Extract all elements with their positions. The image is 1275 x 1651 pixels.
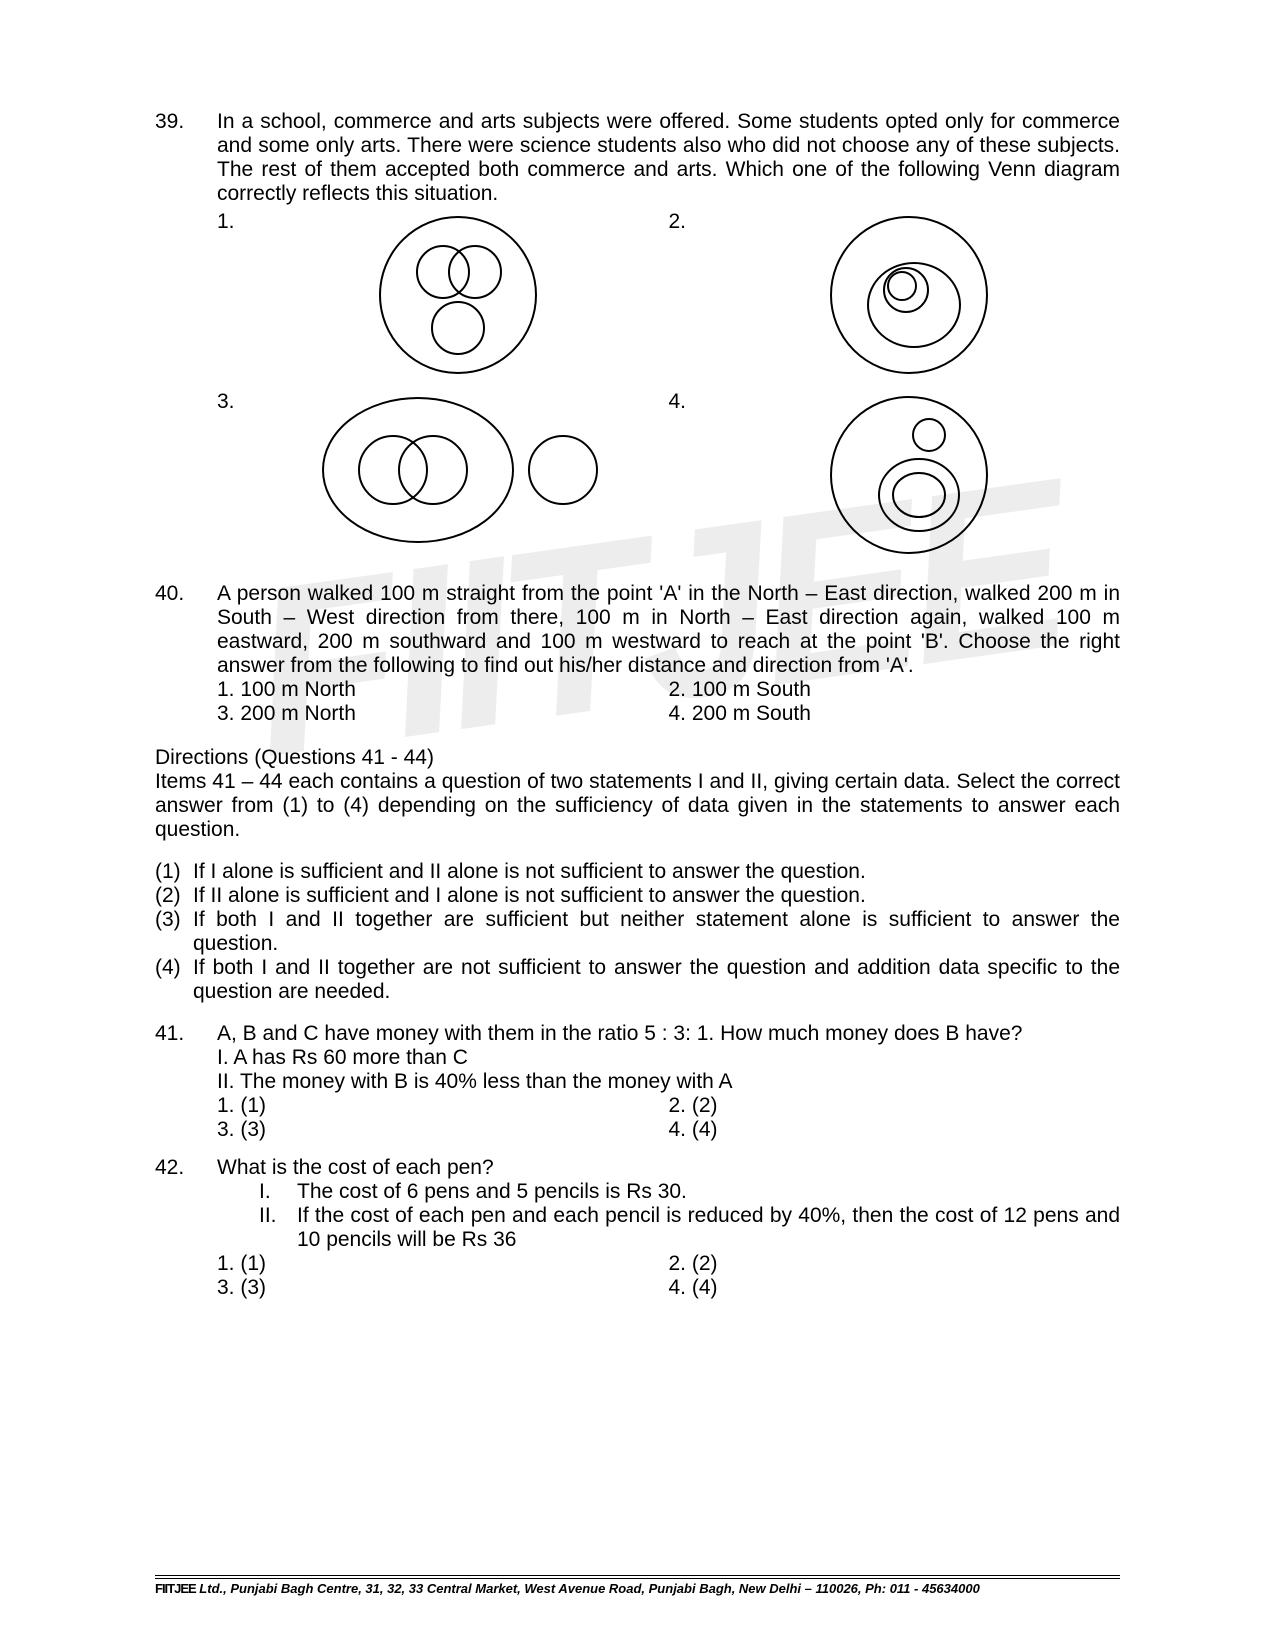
statement-1: I. The cost of 6 pens and 5 pencils is R…: [255, 1180, 1120, 1204]
sufficiency-legend: (1) If I alone is sufficient and II alon…: [155, 860, 1120, 1004]
statement-text: If the cost of each pen and each pencil …: [297, 1204, 1120, 1252]
statement-2: II. The money with B is 40% less than th…: [217, 1070, 1120, 1094]
venn-diagram-4: [699, 390, 1121, 560]
venn-diagram-1: [247, 210, 669, 380]
options-row-1: 1. 100 m North 2. 100 m South: [217, 678, 1120, 702]
directions-text: Items 41 – 44 each contains a question o…: [155, 770, 1120, 842]
roman-numeral: I.: [255, 1180, 297, 1204]
statement-1: I. A has Rs 60 more than C: [217, 1046, 1120, 1070]
directions-heading: Directions (Questions 41 - 44): [155, 746, 1120, 770]
question-41: 41. A, B and C have money with them in t…: [155, 1022, 1120, 1142]
statement-2: II. If the cost of each pen and each pen…: [255, 1204, 1120, 1252]
question-number: 39.: [155, 110, 217, 570]
options-row-1: 1. (1) 2. (2): [217, 1252, 1120, 1276]
question-number: 42.: [155, 1156, 217, 1300]
page-footer: FIITJEE Ltd., Punjabi Bagh Centre, 31, 3…: [155, 1575, 1120, 1596]
option-2: 2. 100 m South: [669, 678, 1121, 702]
question-text: A, B and C have money with them in the r…: [217, 1022, 1120, 1046]
page-content: 39. In a school, commerce and arts subje…: [155, 110, 1120, 1300]
option-3: 3. (3): [217, 1276, 669, 1300]
suff-text: If II alone is sufficient and I alone is…: [193, 884, 866, 908]
venn-diagram-3: [247, 390, 669, 560]
statement-text: The cost of 6 pens and 5 pencils is Rs 3…: [297, 1180, 1120, 1204]
option-2: 2. (2): [669, 1094, 1121, 1118]
footer-text: Ltd., Punjabi Bagh Centre, 31, 32, 33 Ce…: [196, 1581, 980, 1596]
options-row-2: 3. (3) 4. (4): [217, 1276, 1120, 1300]
question-body: A person walked 100 m straight from the …: [217, 582, 1120, 726]
option-label-2: 2.: [669, 210, 699, 380]
question-40: 40. A person walked 100 m straight from …: [155, 582, 1120, 726]
question-42: 42. What is the cost of each pen? I. The…: [155, 1156, 1120, 1300]
venn-row-1: 1. 2.: [217, 210, 1120, 380]
suff-text: If both I and II together are sufficient…: [193, 908, 1120, 956]
options-row-2: 3. (3) 4. (4): [217, 1118, 1120, 1142]
question-number: 40.: [155, 582, 217, 726]
directions-block: Directions (Questions 41 - 44) Items 41 …: [155, 746, 1120, 842]
option-3: 3. 200 m North: [217, 702, 669, 726]
question-text: In a school, commerce and arts subjects …: [217, 110, 1120, 206]
option-label-3: 3.: [217, 390, 247, 560]
question-body: A, B and C have money with them in the r…: [217, 1022, 1120, 1142]
option-2: 2. (2): [669, 1252, 1121, 1276]
question-body: What is the cost of each pen? I. The cos…: [217, 1156, 1120, 1300]
question-39: 39. In a school, commerce and arts subje…: [155, 110, 1120, 570]
option-4: 4. (4): [669, 1118, 1121, 1142]
suff-num: (2): [155, 884, 193, 908]
question-text: A person walked 100 m straight from the …: [217, 582, 1120, 678]
footer-brand: FIITJEE: [155, 1581, 196, 1596]
venn-diagram-2: [699, 210, 1121, 380]
option-1: 1. 100 m North: [217, 678, 669, 702]
option-4: 4. 200 m South: [669, 702, 1121, 726]
suff-2: (2) If II alone is sufficient and I alon…: [155, 884, 1120, 908]
question-text: What is the cost of each pen?: [217, 1156, 1120, 1180]
suff-num: (4): [155, 956, 193, 1004]
options-row-1: 1. (1) 2. (2): [217, 1094, 1120, 1118]
suff-3: (3) If both I and II together are suffic…: [155, 908, 1120, 956]
option-label-4: 4.: [669, 390, 699, 560]
option-3: 3. (3): [217, 1118, 669, 1142]
suff-num: (3): [155, 908, 193, 956]
question-body: In a school, commerce and arts subjects …: [217, 110, 1120, 570]
option-1: 1. (1): [217, 1094, 669, 1118]
option-4: 4. (4): [669, 1276, 1121, 1300]
suff-num: (1): [155, 860, 193, 884]
suff-text: If I alone is sufficient and II alone is…: [193, 860, 866, 884]
suff-text: If both I and II together are not suffic…: [193, 956, 1120, 1004]
question-number: 41.: [155, 1022, 217, 1142]
venn-row-2: 3. 4.: [217, 390, 1120, 560]
options-row-2: 3. 200 m North 4. 200 m South: [217, 702, 1120, 726]
roman-numeral: II.: [255, 1204, 297, 1252]
option-1: 1. (1): [217, 1252, 669, 1276]
suff-4: (4) If both I and II together are not su…: [155, 956, 1120, 1004]
option-label-1: 1.: [217, 210, 247, 380]
suff-1: (1) If I alone is sufficient and II alon…: [155, 860, 1120, 884]
